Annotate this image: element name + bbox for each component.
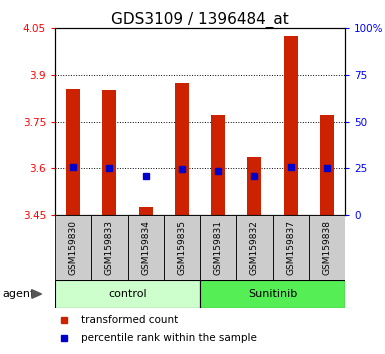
- Bar: [164, 215, 200, 280]
- Bar: [55, 280, 200, 308]
- Polygon shape: [32, 290, 42, 298]
- Text: GSM159833: GSM159833: [105, 220, 114, 275]
- Text: GSM159834: GSM159834: [141, 220, 150, 275]
- Text: GSM159831: GSM159831: [214, 220, 223, 275]
- Text: GSM159832: GSM159832: [250, 220, 259, 275]
- Bar: [284, 36, 298, 215]
- Bar: [102, 90, 116, 215]
- Bar: [200, 280, 345, 308]
- Text: GSM159830: GSM159830: [69, 220, 78, 275]
- Text: agent: agent: [2, 289, 34, 299]
- Bar: [236, 215, 273, 280]
- Bar: [309, 215, 345, 280]
- Text: percentile rank within the sample: percentile rank within the sample: [81, 333, 257, 343]
- Bar: [91, 215, 127, 280]
- Text: Sunitinib: Sunitinib: [248, 289, 297, 299]
- Text: GSM159838: GSM159838: [322, 220, 331, 275]
- Bar: [175, 82, 189, 215]
- Bar: [273, 215, 309, 280]
- Bar: [248, 157, 261, 215]
- Text: control: control: [108, 289, 147, 299]
- Text: transformed count: transformed count: [81, 315, 178, 325]
- Bar: [55, 215, 91, 280]
- Bar: [139, 207, 152, 215]
- Bar: [320, 115, 334, 215]
- Title: GDS3109 / 1396484_at: GDS3109 / 1396484_at: [111, 12, 289, 28]
- Bar: [211, 115, 225, 215]
- Bar: [200, 215, 236, 280]
- Bar: [127, 215, 164, 280]
- Text: GSM159835: GSM159835: [177, 220, 186, 275]
- Text: GSM159837: GSM159837: [286, 220, 295, 275]
- Bar: [66, 89, 80, 215]
